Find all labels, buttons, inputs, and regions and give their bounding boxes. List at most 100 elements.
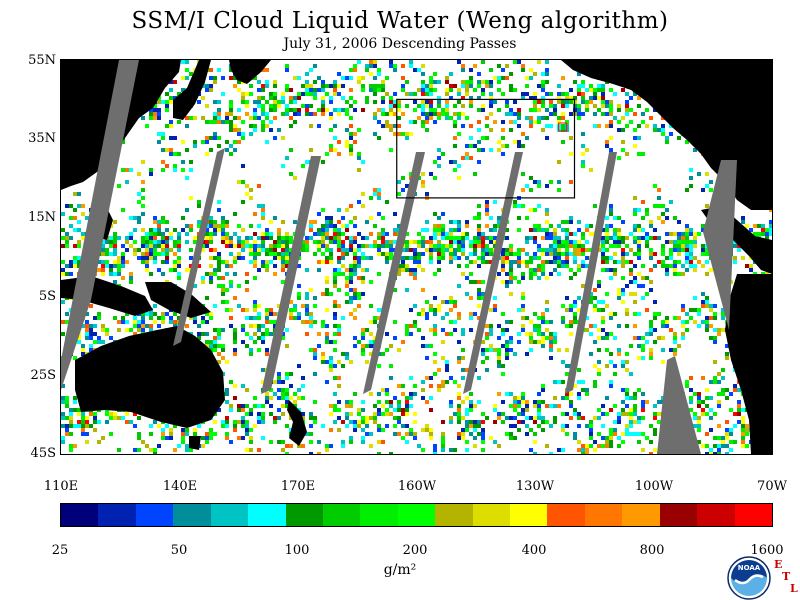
cloud-water-pixel: [213, 248, 217, 252]
cloud-water-pixel: [285, 424, 289, 428]
cloud-water-pixel: [521, 68, 525, 72]
cloud-water-pixel: [421, 396, 425, 400]
cloud-water-pixel: [429, 116, 433, 120]
cloud-water-pixel: [453, 328, 457, 332]
cloud-water-pixel: [501, 252, 505, 256]
cloud-water-pixel: [365, 432, 369, 436]
cloud-water-pixel: [589, 324, 593, 328]
cloud-water-pixel: [605, 396, 609, 400]
cloud-water-pixel: [385, 76, 389, 80]
cloud-water-pixel: [625, 284, 629, 288]
cloud-water-pixel: [637, 256, 641, 260]
cloud-water-pixel: [565, 228, 569, 232]
cloud-water-pixel: [545, 208, 549, 212]
cloud-water-pixel: [505, 144, 509, 148]
cloud-water-pixel: [537, 408, 541, 412]
cloud-water-pixel: [237, 108, 241, 112]
cloud-water-pixel: [705, 328, 709, 332]
cloud-water-pixel: [673, 336, 677, 340]
cloud-water-pixel: [601, 104, 605, 108]
cloud-water-pixel: [285, 84, 289, 88]
cloud-water-pixel: [241, 100, 245, 104]
cloud-water-pixel: [189, 448, 193, 452]
cloud-water-pixel: [265, 140, 269, 144]
cloud-water-pixel: [109, 244, 113, 248]
cloud-water-pixel: [97, 336, 101, 340]
cloud-water-pixel: [393, 228, 397, 232]
cloud-water-pixel: [309, 416, 313, 420]
cloud-water-pixel: [349, 68, 353, 72]
cloud-water-pixel: [249, 248, 253, 252]
cloud-water-pixel: [241, 164, 245, 168]
cloud-water-pixel: [537, 60, 541, 64]
cloud-water-pixel: [161, 320, 165, 324]
cloud-water-pixel: [197, 204, 201, 208]
cloud-water-pixel: [585, 424, 589, 428]
cloud-water-pixel: [529, 260, 533, 264]
cloud-water-pixel: [321, 224, 325, 228]
cloud-water-pixel: [293, 108, 297, 112]
cloud-water-pixel: [501, 332, 505, 336]
cloud-water-pixel: [625, 412, 629, 416]
cloud-water-pixel: [449, 404, 453, 408]
cloud-water-pixel: [209, 88, 213, 92]
cloud-water-pixel: [421, 112, 425, 116]
cloud-water-pixel: [261, 208, 265, 212]
cloud-water-pixel: [197, 100, 201, 104]
cloud-water-pixel: [197, 264, 201, 268]
cloud-water-pixel: [213, 420, 217, 424]
cloud-water-pixel: [453, 220, 457, 224]
cloud-water-pixel: [377, 120, 381, 124]
cloud-water-pixel: [321, 244, 325, 248]
cloud-water-pixel: [341, 108, 345, 112]
cloud-water-pixel: [265, 400, 269, 404]
cloud-water-pixel: [73, 192, 77, 196]
cloud-water-pixel: [77, 340, 81, 344]
cloud-water-pixel: [641, 296, 645, 300]
cloud-water-pixel: [473, 436, 477, 440]
cloud-water-pixel: [85, 440, 89, 444]
cloud-water-pixel: [421, 288, 425, 292]
cloud-water-pixel: [469, 424, 473, 428]
cloud-water-pixel: [597, 300, 601, 304]
cloud-water-pixel: [597, 284, 601, 288]
cloud-water-pixel: [565, 364, 569, 368]
cloud-water-pixel: [225, 140, 229, 144]
cloud-water-pixel: [189, 248, 193, 252]
cloud-water-pixel: [297, 316, 301, 320]
cloud-water-pixel: [213, 76, 217, 80]
cloud-water-pixel: [497, 140, 501, 144]
cloud-water-pixel: [525, 264, 529, 268]
cloud-water-pixel: [621, 432, 625, 436]
cloud-water-pixel: [417, 444, 421, 448]
cloud-water-pixel: [337, 240, 341, 244]
cloud-water-pixel: [513, 400, 517, 404]
cloud-water-pixel: [129, 280, 133, 284]
cloud-water-pixel: [693, 416, 697, 420]
cloud-water-pixel: [157, 132, 161, 136]
cloud-water-pixel: [309, 148, 313, 152]
cloud-water-pixel: [665, 320, 669, 324]
cloud-water-pixel: [337, 92, 341, 96]
cloud-water-pixel: [141, 204, 145, 208]
cloud-water-pixel: [601, 320, 605, 324]
cloud-water-pixel: [277, 128, 281, 132]
cloud-water-pixel: [717, 448, 721, 452]
cloud-water-pixel: [561, 140, 565, 144]
cloud-water-pixel: [381, 352, 385, 356]
cloud-water-pixel: [373, 412, 377, 416]
cloud-water-pixel: [489, 344, 493, 348]
cloud-water-pixel: [389, 244, 393, 248]
cloud-water-pixel: [681, 264, 685, 268]
cloud-water-pixel: [265, 320, 269, 324]
cloud-water-pixel: [685, 384, 689, 388]
cloud-water-pixel: [205, 120, 209, 124]
cloud-water-pixel: [653, 428, 657, 432]
cloud-water-pixel: [265, 260, 269, 264]
cloud-water-pixel: [453, 228, 457, 232]
cloud-water-pixel: [213, 136, 217, 140]
cloud-water-pixel: [689, 240, 693, 244]
cloud-water-pixel: [209, 136, 213, 140]
cloud-water-pixel: [333, 284, 337, 288]
cloud-water-pixel: [341, 256, 345, 260]
